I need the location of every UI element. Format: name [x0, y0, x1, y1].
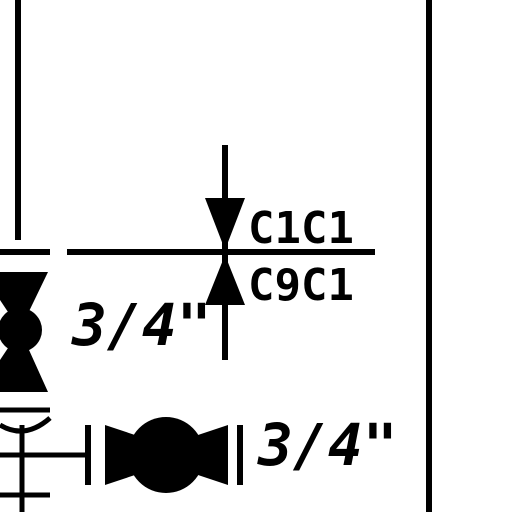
lower-arc [0, 416, 52, 434]
check-valve-icon [205, 198, 245, 305]
ball-valve-icon [105, 417, 228, 493]
valve-bottom-tag: C9C1 [248, 260, 354, 311]
bottom-valve-size: 3/4" [257, 411, 398, 479]
globe-valve-icon [0, 272, 48, 392]
left-valve-size: 3/4" [71, 291, 212, 359]
valve-top-tag: C1C1 [248, 203, 354, 254]
